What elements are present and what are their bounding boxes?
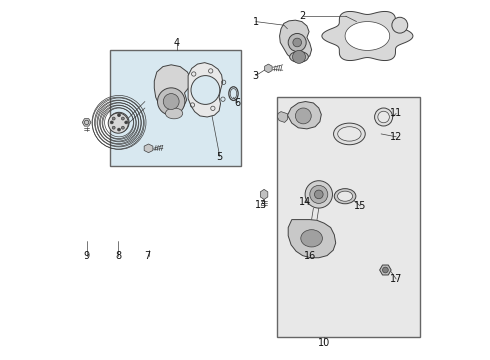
Ellipse shape: [301, 230, 322, 247]
Circle shape: [293, 50, 305, 63]
Circle shape: [378, 111, 390, 123]
Text: 8: 8: [115, 251, 122, 261]
Bar: [110, 50, 242, 166]
Text: 7: 7: [145, 251, 151, 261]
Circle shape: [110, 121, 113, 124]
Text: 2: 2: [299, 11, 306, 21]
Polygon shape: [265, 64, 272, 73]
Text: 4: 4: [173, 38, 180, 48]
Ellipse shape: [338, 191, 353, 201]
Polygon shape: [280, 20, 312, 60]
Circle shape: [112, 117, 115, 120]
Bar: [277, 97, 419, 337]
Circle shape: [118, 128, 121, 131]
Circle shape: [293, 38, 301, 47]
Text: 12: 12: [390, 132, 402, 142]
Text: 14: 14: [299, 197, 312, 207]
Polygon shape: [322, 12, 413, 60]
Circle shape: [288, 33, 306, 51]
Polygon shape: [154, 65, 191, 111]
Polygon shape: [82, 119, 91, 126]
Polygon shape: [277, 112, 288, 122]
Text: 13: 13: [255, 200, 268, 210]
Circle shape: [157, 88, 185, 115]
Text: 6: 6: [235, 98, 241, 108]
Text: 5: 5: [217, 152, 223, 162]
Polygon shape: [345, 22, 390, 50]
Circle shape: [109, 112, 129, 132]
Circle shape: [310, 185, 328, 203]
Polygon shape: [380, 265, 391, 275]
Polygon shape: [288, 220, 336, 258]
Text: 1: 1: [253, 17, 259, 27]
Circle shape: [315, 190, 323, 199]
Circle shape: [392, 17, 408, 33]
Circle shape: [163, 94, 179, 109]
Text: 9: 9: [83, 251, 90, 261]
Polygon shape: [188, 63, 222, 117]
Circle shape: [125, 121, 127, 124]
Circle shape: [108, 113, 128, 133]
Ellipse shape: [290, 51, 308, 62]
Text: 3: 3: [253, 71, 259, 81]
Text: 17: 17: [390, 274, 402, 284]
Circle shape: [295, 108, 311, 124]
Circle shape: [122, 126, 124, 129]
Circle shape: [305, 181, 333, 208]
Circle shape: [383, 267, 388, 273]
Text: 10: 10: [318, 338, 330, 348]
Ellipse shape: [166, 108, 183, 119]
Circle shape: [374, 108, 392, 126]
Circle shape: [112, 126, 115, 129]
Ellipse shape: [334, 123, 365, 145]
Circle shape: [191, 76, 220, 104]
Text: 15: 15: [354, 201, 367, 211]
Polygon shape: [288, 102, 321, 129]
Circle shape: [122, 117, 124, 120]
Text: 11: 11: [390, 108, 402, 118]
Polygon shape: [144, 144, 153, 153]
Text: 16: 16: [304, 251, 316, 261]
Polygon shape: [260, 189, 268, 199]
Ellipse shape: [338, 127, 361, 141]
Ellipse shape: [334, 189, 356, 204]
Circle shape: [118, 114, 121, 117]
